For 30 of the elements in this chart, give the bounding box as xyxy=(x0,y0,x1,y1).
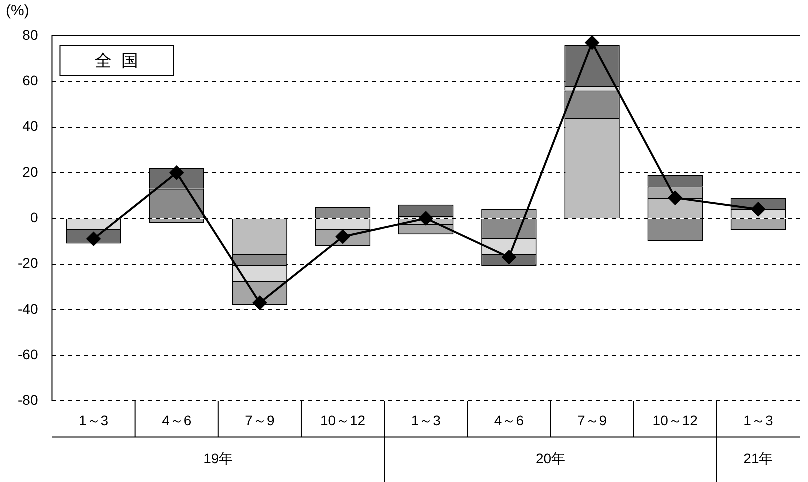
point xyxy=(502,250,516,264)
x-tick-label: 7～9 xyxy=(245,412,275,428)
x-tick-label: 7～9 xyxy=(578,412,608,428)
text: 20年 xyxy=(536,450,566,466)
x-tick-label: 10～12 xyxy=(652,412,698,428)
y-tick-label: -80 xyxy=(18,392,38,408)
y-tick-label: 40 xyxy=(22,118,38,134)
x-tick-label: 1～3 xyxy=(744,412,774,428)
text: 19年 xyxy=(204,450,234,466)
y-tick-label: 60 xyxy=(22,72,38,89)
y-tick-label: -20 xyxy=(18,255,38,272)
point xyxy=(252,296,267,310)
point xyxy=(86,232,101,246)
y-tick-label: 80 xyxy=(22,26,38,43)
x-tick-label: 4～6 xyxy=(494,412,524,428)
point xyxy=(585,36,600,50)
point xyxy=(419,212,434,226)
x-tick-label: 1～3 xyxy=(78,412,109,428)
point xyxy=(751,202,766,216)
y-tick-label: 20 xyxy=(22,164,38,180)
y-tick-label: -60 xyxy=(18,346,38,362)
x-tick-label: 1～3 xyxy=(411,412,442,428)
x-tick-label: 10～12 xyxy=(320,412,366,428)
point xyxy=(668,191,682,206)
x-tick-label: 4～6 xyxy=(162,412,192,428)
y-tick-label: 0 xyxy=(30,209,38,226)
y-tick-label: -40 xyxy=(18,300,38,317)
y-axis-title: (%) xyxy=(6,2,30,20)
text: 21年 xyxy=(744,450,774,466)
annotation: 全 国 xyxy=(95,52,139,71)
